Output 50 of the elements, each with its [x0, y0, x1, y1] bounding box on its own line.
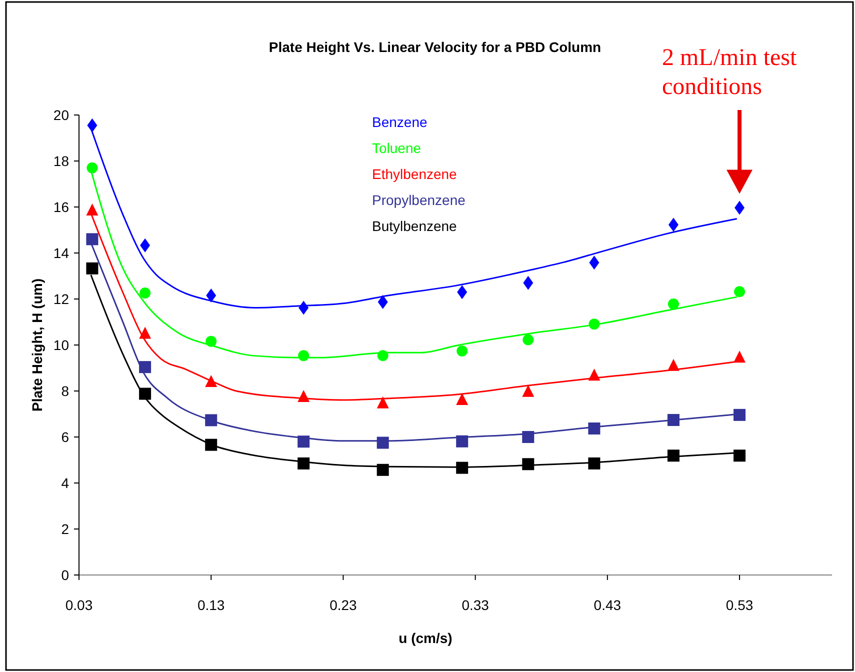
text: Propylbenzene [372, 192, 466, 208]
point [140, 288, 151, 299]
y-tick-label: 16 [53, 199, 70, 215]
y-tick-label: 12 [53, 291, 70, 307]
x-tick-label: 0.33 [462, 597, 490, 613]
text: Ethylbenzene [372, 166, 458, 182]
y-tick-label: 20 [53, 107, 70, 123]
point [523, 276, 534, 290]
point [86, 262, 98, 274]
point [376, 396, 389, 408]
point [140, 238, 150, 252]
y-tick-label: 14 [53, 245, 70, 261]
point [668, 218, 678, 232]
point [734, 200, 745, 215]
y-tick-label: 10 [53, 337, 70, 353]
x-tick-label: 0.03 [65, 597, 93, 613]
text: Toluene [372, 140, 422, 156]
y-tick-label: 4 [61, 475, 70, 491]
y-tick-label: 2 [61, 521, 70, 537]
y-tick-label: 0 [61, 567, 70, 583]
text: Benzene [372, 114, 428, 130]
point [734, 408, 746, 421]
x-tick-label: 0.23 [330, 597, 358, 613]
point [378, 294, 388, 309]
point [668, 298, 679, 310]
x-tick-label: 0.53 [726, 597, 754, 613]
point [522, 384, 534, 397]
y-tick-label: 8 [61, 383, 70, 399]
y-tick-label: 18 [53, 153, 70, 169]
point [456, 345, 468, 356]
point [589, 256, 600, 270]
y-tick-label: 6 [61, 429, 70, 445]
point [86, 233, 98, 246]
point [457, 285, 468, 300]
x-tick-label: 0.13 [197, 597, 225, 613]
point [522, 334, 534, 346]
point [734, 450, 746, 462]
point [456, 392, 468, 405]
chart-title: Plate Height Vs. Linear Velocity for a PBD Column [268, 39, 602, 55]
point [734, 286, 746, 298]
x-axis-title: u (cm/s) [398, 630, 452, 646]
text: Butylbenzene [372, 218, 458, 234]
point [86, 162, 98, 174]
text: 2 mL/min test conditions [662, 45, 797, 100]
point [86, 203, 98, 216]
point [206, 288, 216, 303]
point [87, 118, 98, 132]
point [734, 350, 746, 363]
x-tick-label: 0.43 [594, 597, 622, 613]
y-axis-title: Plate Height, H (um) [29, 278, 45, 412]
